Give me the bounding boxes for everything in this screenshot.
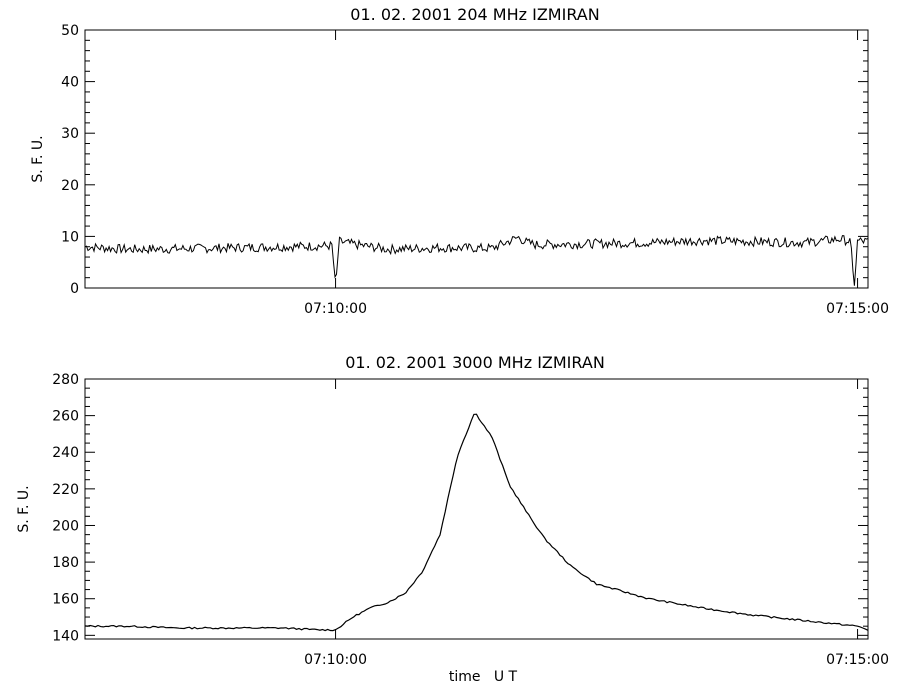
chart-title: 01. 02. 2001 3000 MHz IZMIRAN (345, 353, 605, 372)
y-axis-ticks: 0 10 20 30 40 50 (61, 23, 868, 297)
y-tick-label: 0 (70, 281, 79, 297)
x-tick-label: 07:10:00 (304, 652, 367, 668)
y-tick-label: 20 (61, 178, 79, 194)
series-line (84, 413, 869, 632)
x-axis-label: time U T (449, 669, 518, 685)
y-tick-label: 160 (52, 592, 79, 608)
y-axis-label: S. F. U. (16, 485, 32, 532)
plot-frame (84, 378, 869, 640)
panel-204mhz: 01. 02. 2001 204 MHz IZMIRAN 0 10 20 30 40 50… (30, 5, 889, 317)
y-tick-label: 180 (52, 555, 79, 571)
y-tick-label: 40 (61, 75, 79, 91)
chart-title: 01. 02. 2001 204 MHz IZMIRAN (350, 5, 599, 24)
y-tick-label: 50 (61, 23, 79, 39)
x-axis-ticks: 07:10:00 07:15:00 (304, 379, 889, 668)
x-axis-ticks: 07:10:00 07:15:00 (304, 30, 889, 317)
y-tick-label: 30 (61, 126, 79, 142)
y-axis-label: S. F. U. (30, 135, 46, 182)
y-tick-label: 220 (52, 482, 79, 498)
x-tick-label: 07:15:00 (826, 652, 889, 668)
y-axis-ticks: 140 160 180 200 220 240 260 280 (52, 372, 868, 644)
y-tick-label: 260 (52, 409, 79, 425)
y-tick-label: 240 (52, 445, 79, 461)
x-tick-label: 07:10:00 (304, 301, 367, 317)
y-tick-label: 10 (61, 229, 79, 245)
y-tick-label: 280 (52, 372, 79, 388)
y-tick-label: 140 (52, 628, 79, 644)
series-line (84, 235, 869, 286)
panel-3000mhz: 01. 02. 2001 3000 MHz IZMIRAN 140 160 180 2… (16, 353, 889, 685)
plot-frame (84, 29, 869, 289)
x-tick-label: 07:15:00 (826, 301, 889, 317)
y-tick-label: 200 (52, 518, 79, 534)
